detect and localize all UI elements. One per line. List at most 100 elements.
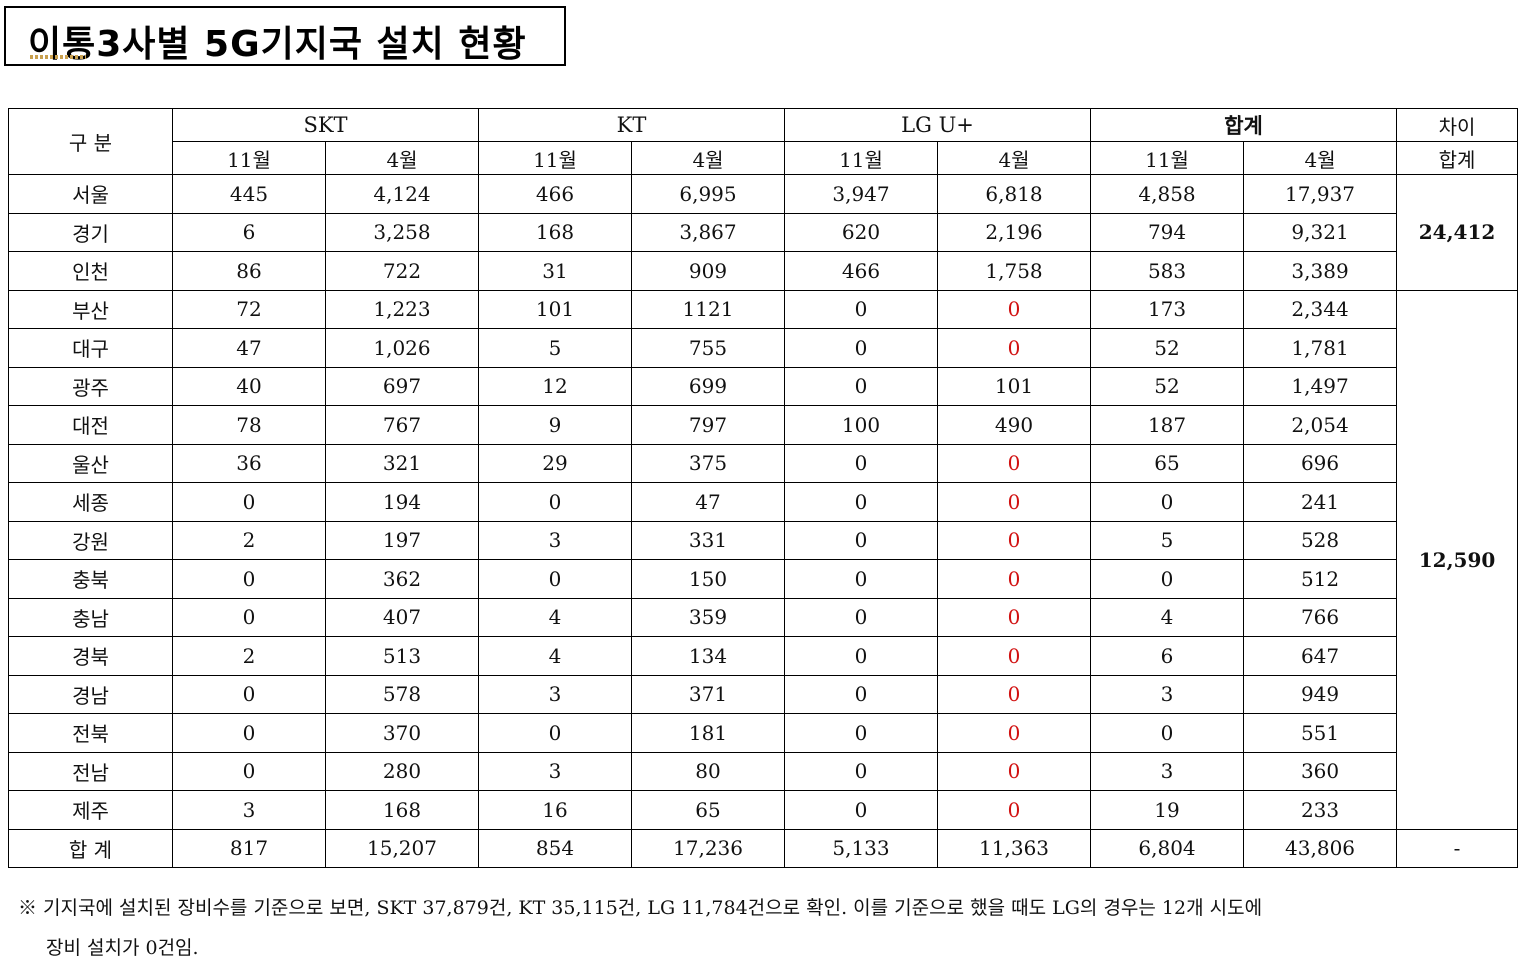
title-box: 이통3사별 5G기지국 설치 현황: [4, 6, 566, 66]
region-cell: 서울: [8, 174, 173, 214]
value-cell: 78: [172, 405, 326, 445]
value-cell: 0: [172, 482, 326, 522]
value-cell: 3,258: [325, 212, 479, 252]
month-header: 11월: [1090, 141, 1245, 175]
value-cell: 168: [325, 790, 479, 830]
value-cell: 233: [1243, 790, 1398, 830]
month-header: 11월: [172, 141, 326, 175]
value-cell: 696: [1243, 443, 1398, 483]
value-cell: 331: [630, 520, 786, 560]
value-cell: 6,995: [630, 174, 786, 214]
table-row: 전남 0 280 3 80 0 0 3 360: [8, 751, 1518, 791]
value-cell: 0: [784, 328, 939, 368]
table-row: 광주 40 697 12 699 0 101 52 1,497: [8, 366, 1518, 406]
value-cell: 17,937: [1243, 174, 1398, 214]
value-cell: 359: [630, 597, 786, 637]
value-cell: 19: [1090, 790, 1245, 830]
table-body: 구 분 SKT KT LG U+ 합계 차이 11월 4월 11월 4월 11월…: [8, 108, 1519, 868]
value-cell: 4: [478, 597, 632, 637]
value-cell: 0: [172, 713, 326, 753]
value-cell: 241: [1243, 482, 1398, 522]
value-cell: 0: [478, 559, 632, 599]
table-row: 경남 0 578 3 371 0 0 3 949: [8, 674, 1518, 714]
value-cell: 40: [172, 366, 326, 406]
table-row: 강원 2 197 3 331 0 0 5 528: [8, 520, 1518, 560]
value-cell: 101: [937, 366, 1092, 406]
value-cell: 0: [937, 443, 1092, 483]
value-cell: 0: [937, 482, 1092, 522]
value-cell: 371: [630, 674, 786, 714]
value-cell: 12: [478, 366, 632, 406]
operator-header-total: 합계: [1090, 108, 1398, 142]
category-header: 구 분: [8, 108, 173, 175]
value-cell: 0: [937, 289, 1092, 329]
value-cell: 16: [478, 790, 632, 830]
value-cell: 4: [478, 636, 632, 676]
value-cell: 101: [478, 289, 632, 329]
value-cell: 47: [630, 482, 786, 522]
region-cell: 부산: [8, 289, 173, 329]
value-cell: 6: [172, 212, 326, 252]
total-diff-cell: -: [1396, 828, 1519, 868]
value-cell: 86: [172, 251, 326, 291]
value-cell: 194: [325, 482, 479, 522]
month-header: 11월: [478, 141, 632, 175]
table-row: 충남 0 407 4 359 0 0 4 766: [8, 597, 1518, 637]
value-cell: 512: [1243, 559, 1398, 599]
table-row: 경북 2 513 4 134 0 0 6 647: [8, 636, 1518, 676]
month-header: 11월: [784, 141, 939, 175]
value-cell: 0: [937, 520, 1092, 560]
value-cell: 0: [478, 713, 632, 753]
value-cell: 0: [478, 482, 632, 522]
operator-header-kt: KT: [477, 108, 786, 142]
value-cell: 0: [172, 751, 326, 791]
value-cell: 0: [784, 482, 939, 522]
value-cell: 181: [630, 713, 786, 753]
month-header: 4월: [325, 141, 479, 175]
value-cell: 513: [325, 636, 479, 676]
total-value-cell: 43,806: [1243, 828, 1398, 868]
total-value-cell: 6,804: [1090, 828, 1245, 868]
value-cell: 0: [784, 289, 939, 329]
value-cell: 949: [1243, 674, 1398, 714]
value-cell: 3: [1090, 751, 1245, 791]
value-cell: 0: [784, 443, 939, 483]
base-station-table: 구 분 SKT KT LG U+ 합계 차이 11월 4월 11월 4월 11월…: [8, 108, 1519, 868]
value-cell: 52: [1090, 328, 1245, 368]
footnote: ※ 기지국에 설치된 장비수를 기준으로 보면, SKT 37,879건, KT…: [18, 888, 1262, 968]
table-row: 인천 86 722 31 909 466 1,758 583 3,389: [8, 251, 1518, 291]
page-title: 이통3사별 5G기지국 설치 현황: [28, 24, 527, 65]
value-cell: 0: [784, 366, 939, 406]
month-header: 4월: [937, 141, 1092, 175]
value-cell: 4,124: [325, 174, 479, 214]
value-cell: 0: [784, 559, 939, 599]
value-cell: 2,196: [937, 212, 1092, 252]
value-cell: 0: [937, 559, 1092, 599]
value-cell: 3: [478, 520, 632, 560]
value-cell: 134: [630, 636, 786, 676]
spellcheck-underline: [30, 55, 86, 59]
value-cell: 362: [325, 559, 479, 599]
region-cell: 경북: [8, 636, 173, 676]
footnote-line-2: 장비 설치가 0건임.: [46, 937, 199, 959]
region-cell: 경남: [8, 674, 173, 714]
total-value-cell: 854: [478, 828, 632, 868]
value-cell: 0: [784, 520, 939, 560]
value-cell: 620: [784, 212, 939, 252]
header-row-months: 11월 4월 11월 4월 11월 4월 11월 4월 합계: [9, 141, 1519, 175]
value-cell: 1,497: [1243, 366, 1398, 406]
value-cell: 0: [784, 713, 939, 753]
value-cell: 1,781: [1243, 328, 1398, 368]
total-label: 합 계: [8, 828, 173, 868]
value-cell: 2: [172, 520, 326, 560]
table-row: 세종 0 194 0 47 0 0 0 241: [8, 482, 1518, 522]
value-cell: 0: [937, 636, 1092, 676]
value-cell: 578: [325, 674, 479, 714]
diff-header-top: 차이: [1396, 108, 1519, 142]
value-cell: 5: [478, 328, 632, 368]
value-cell: 466: [478, 174, 632, 214]
value-cell: 0: [784, 790, 939, 830]
table-row: 제주 3 168 16 65 0 0 19 233: [8, 790, 1518, 830]
value-cell: 173: [1090, 289, 1245, 329]
value-cell: 1,223: [325, 289, 479, 329]
